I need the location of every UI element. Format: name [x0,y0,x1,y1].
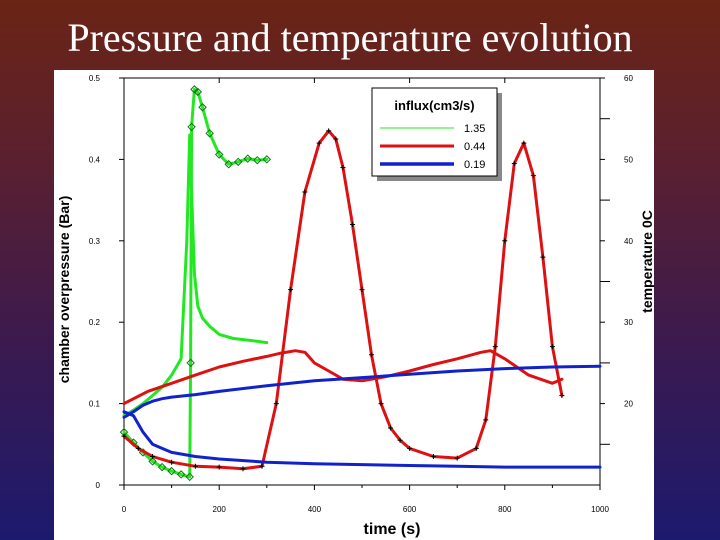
data-point [198,103,207,112]
series-line-1_35-temperature [122,87,269,479]
y-tick-label: 0.4 [89,155,101,164]
data-point [407,445,413,451]
x-axis-title: time (s) [364,521,421,538]
legend-label: 0.19 [464,159,485,171]
data-point [288,287,294,293]
data-point [302,189,308,195]
data-point [233,157,243,167]
data-point [205,129,214,138]
x-tick-label: 400 [308,505,322,514]
x-tick-label: 800 [498,505,512,514]
data-point [549,344,555,350]
data-point [135,445,141,451]
data-point [157,462,167,472]
y-tick-label: 0.2 [89,318,101,327]
data-point [454,455,460,461]
slide-title: Pressure and temperature evolution [67,15,633,60]
x-tick-label: 600 [403,505,417,514]
data-point [333,136,339,142]
plot-panel: 0 200 400 600 800 1000 0 0.1 0.2 0.3 0.4 0.5 20 30 40 5… [54,70,654,540]
legend-label: 1.35 [464,123,485,135]
data-point [186,358,195,368]
data-point [397,437,403,443]
data-point [185,472,194,482]
data-point [240,466,246,472]
data-point [340,165,346,171]
y-axis-title: chamber overpressure (Bar) [56,196,72,384]
series-line-0_44-temperature [122,129,564,471]
data-point [359,287,365,293]
data-point [316,140,322,146]
y2-axis-title: temperature 0C [639,210,654,313]
y-tick-label: 0.1 [89,400,101,409]
y-tick-label: 0.3 [89,237,101,246]
y2-tick-label: 60 [624,74,633,83]
data-point [148,457,157,466]
data-point [273,401,279,407]
data-point [187,122,196,132]
y-tick-label: 0 [96,481,101,490]
series-line-0_19-pressure [122,364,602,419]
data-point [521,140,527,146]
data-point [502,238,508,244]
data-point [193,87,203,97]
data-point [150,454,156,460]
data-point [326,128,332,134]
data-point [169,459,175,465]
y2-tick-label: 20 [624,400,633,409]
y2-tick-label: 40 [624,237,633,246]
data-point [262,155,272,164]
series-line-0_19-temperature [122,410,602,469]
chart-svg: 0 200 400 600 800 1000 0 0.1 0.2 0.3 0.4 0.5 20 30 40 5… [56,74,654,538]
data-point [190,85,199,94]
x-tick-label: 0 [122,505,127,514]
y2-tick-label: 50 [624,155,633,164]
legend-title: influx(cm3/s) [394,98,474,113]
data-point [430,454,436,460]
data-point [121,433,127,439]
y-tick-label: 0.5 [89,74,101,83]
data-point [540,254,546,260]
data-point [176,470,186,479]
data-point [253,155,262,165]
data-point [530,173,536,179]
data-point [473,445,479,451]
data-point [216,464,222,470]
legend-label: 0.44 [464,141,485,153]
data-point [192,463,198,469]
data-point [483,417,489,423]
data-point [243,154,253,163]
series-line-0_44-pressure [122,349,564,406]
x-tick-label: 1000 [591,505,609,514]
data-point [511,160,517,166]
data-point [369,352,375,358]
data-point [224,160,233,169]
data-point [259,463,265,469]
y2-tick-label: 30 [624,318,633,327]
data-point [492,344,498,350]
data-point [214,150,224,159]
data-point [119,427,129,437]
data-point [349,222,355,228]
data-point [388,425,394,431]
x-tick-label: 200 [213,505,227,514]
data-point [559,392,565,398]
data-point [167,466,176,476]
legend-box [371,87,498,177]
data-point [378,401,384,407]
